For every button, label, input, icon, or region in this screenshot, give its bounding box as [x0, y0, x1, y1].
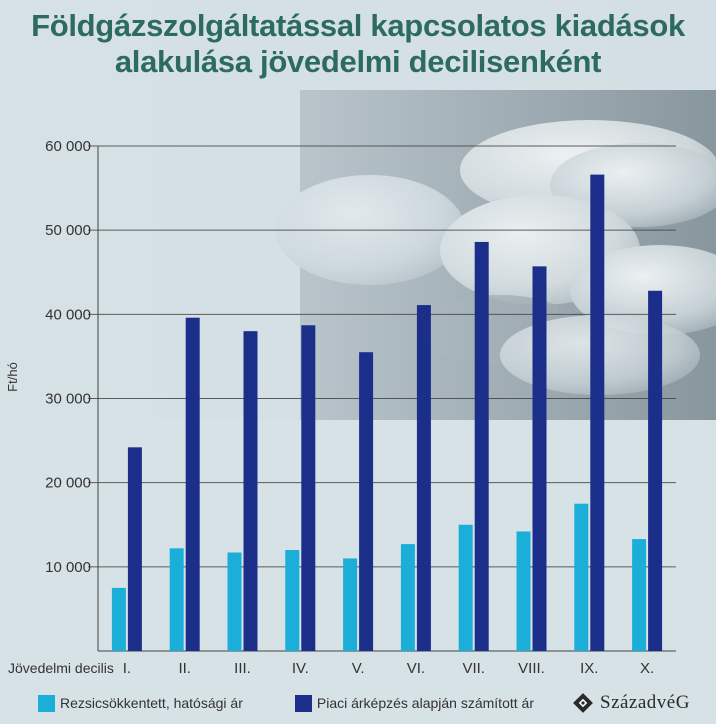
x-tick-label: VI. [407, 660, 425, 677]
bar-series-2-9 [590, 174, 605, 651]
legend-item-series-1: Rezsicsökkentett, hatósági ár [38, 694, 243, 712]
x-tick-label: X. [640, 660, 654, 677]
brand-mark-icon [573, 693, 593, 713]
bar-series-2-8 [532, 266, 547, 651]
bar-series-1-8 [516, 531, 531, 651]
brand-logo: SzázadvéG [572, 690, 690, 716]
chart-title: Földgázszolgáltatással kapcsolatos kiadá… [0, 8, 716, 80]
y-tick-label: 40 000 [45, 306, 91, 323]
x-tick-label: V. [352, 660, 365, 677]
bar-series-1-10 [632, 539, 647, 651]
bar-series-1-3 [227, 552, 242, 651]
x-tick-label: I. [123, 660, 131, 677]
x-tick-label: IX. [580, 660, 598, 677]
chart-legend: Rezsicsökkentett, hatósági ár Piaci árké… [38, 690, 586, 716]
bar-series-2-3 [243, 331, 258, 651]
bar-series-1-7 [458, 524, 473, 651]
y-tick-label: 10 000 [45, 559, 91, 576]
legend-label-series-2: Piaci árképzés alapján számított ár [316, 695, 534, 711]
legend-swatch-series-2 [294, 694, 312, 712]
chart-title-line-1: Földgázszolgáltatással kapcsolatos kiadá… [31, 8, 685, 43]
x-tick-label: IV. [292, 660, 309, 677]
x-tick-label: VII. [462, 660, 485, 677]
bar-series-2-7 [474, 241, 489, 651]
x-tick-label: VIII. [518, 660, 545, 677]
bar-series-1-5 [343, 558, 358, 651]
bar-series-1-2 [169, 548, 184, 651]
brand-name: SzázadvéG [600, 692, 690, 713]
x-tick-label: III. [234, 660, 251, 677]
bar-series-2-1 [127, 447, 142, 651]
bar-series-2-6 [416, 305, 431, 651]
y-tick-label: 30 000 [45, 391, 91, 408]
y-tick-label: 60 000 [45, 138, 91, 155]
bar-series-2-2 [185, 317, 200, 651]
bar-series-2-4 [301, 325, 316, 651]
bar-series-1-1 [111, 587, 126, 651]
y-tick-label: 50 000 [45, 222, 91, 239]
bar-series-1-4 [285, 550, 300, 651]
bar-series-2-5 [359, 352, 374, 651]
legend-item-series-2: Piaci árképzés alapján számított ár [294, 694, 534, 712]
chart-title-line-2: alakulása jövedelmi decilisenként [114, 44, 602, 79]
x-tick-label: II. [178, 660, 191, 677]
y-axis-label: Ft/hó [5, 362, 20, 392]
y-tick-label: 20 000 [45, 475, 91, 492]
x-axis-label: Jövedelmi decilis [8, 660, 114, 676]
legend-swatch-series-1 [38, 694, 55, 712]
bar-series-2-10 [648, 290, 663, 651]
bar-series-1-9 [574, 503, 589, 651]
legend-label-series-1: Rezsicsökkentett, hatósági ár [60, 695, 243, 711]
bar-series-1-6 [400, 544, 415, 651]
